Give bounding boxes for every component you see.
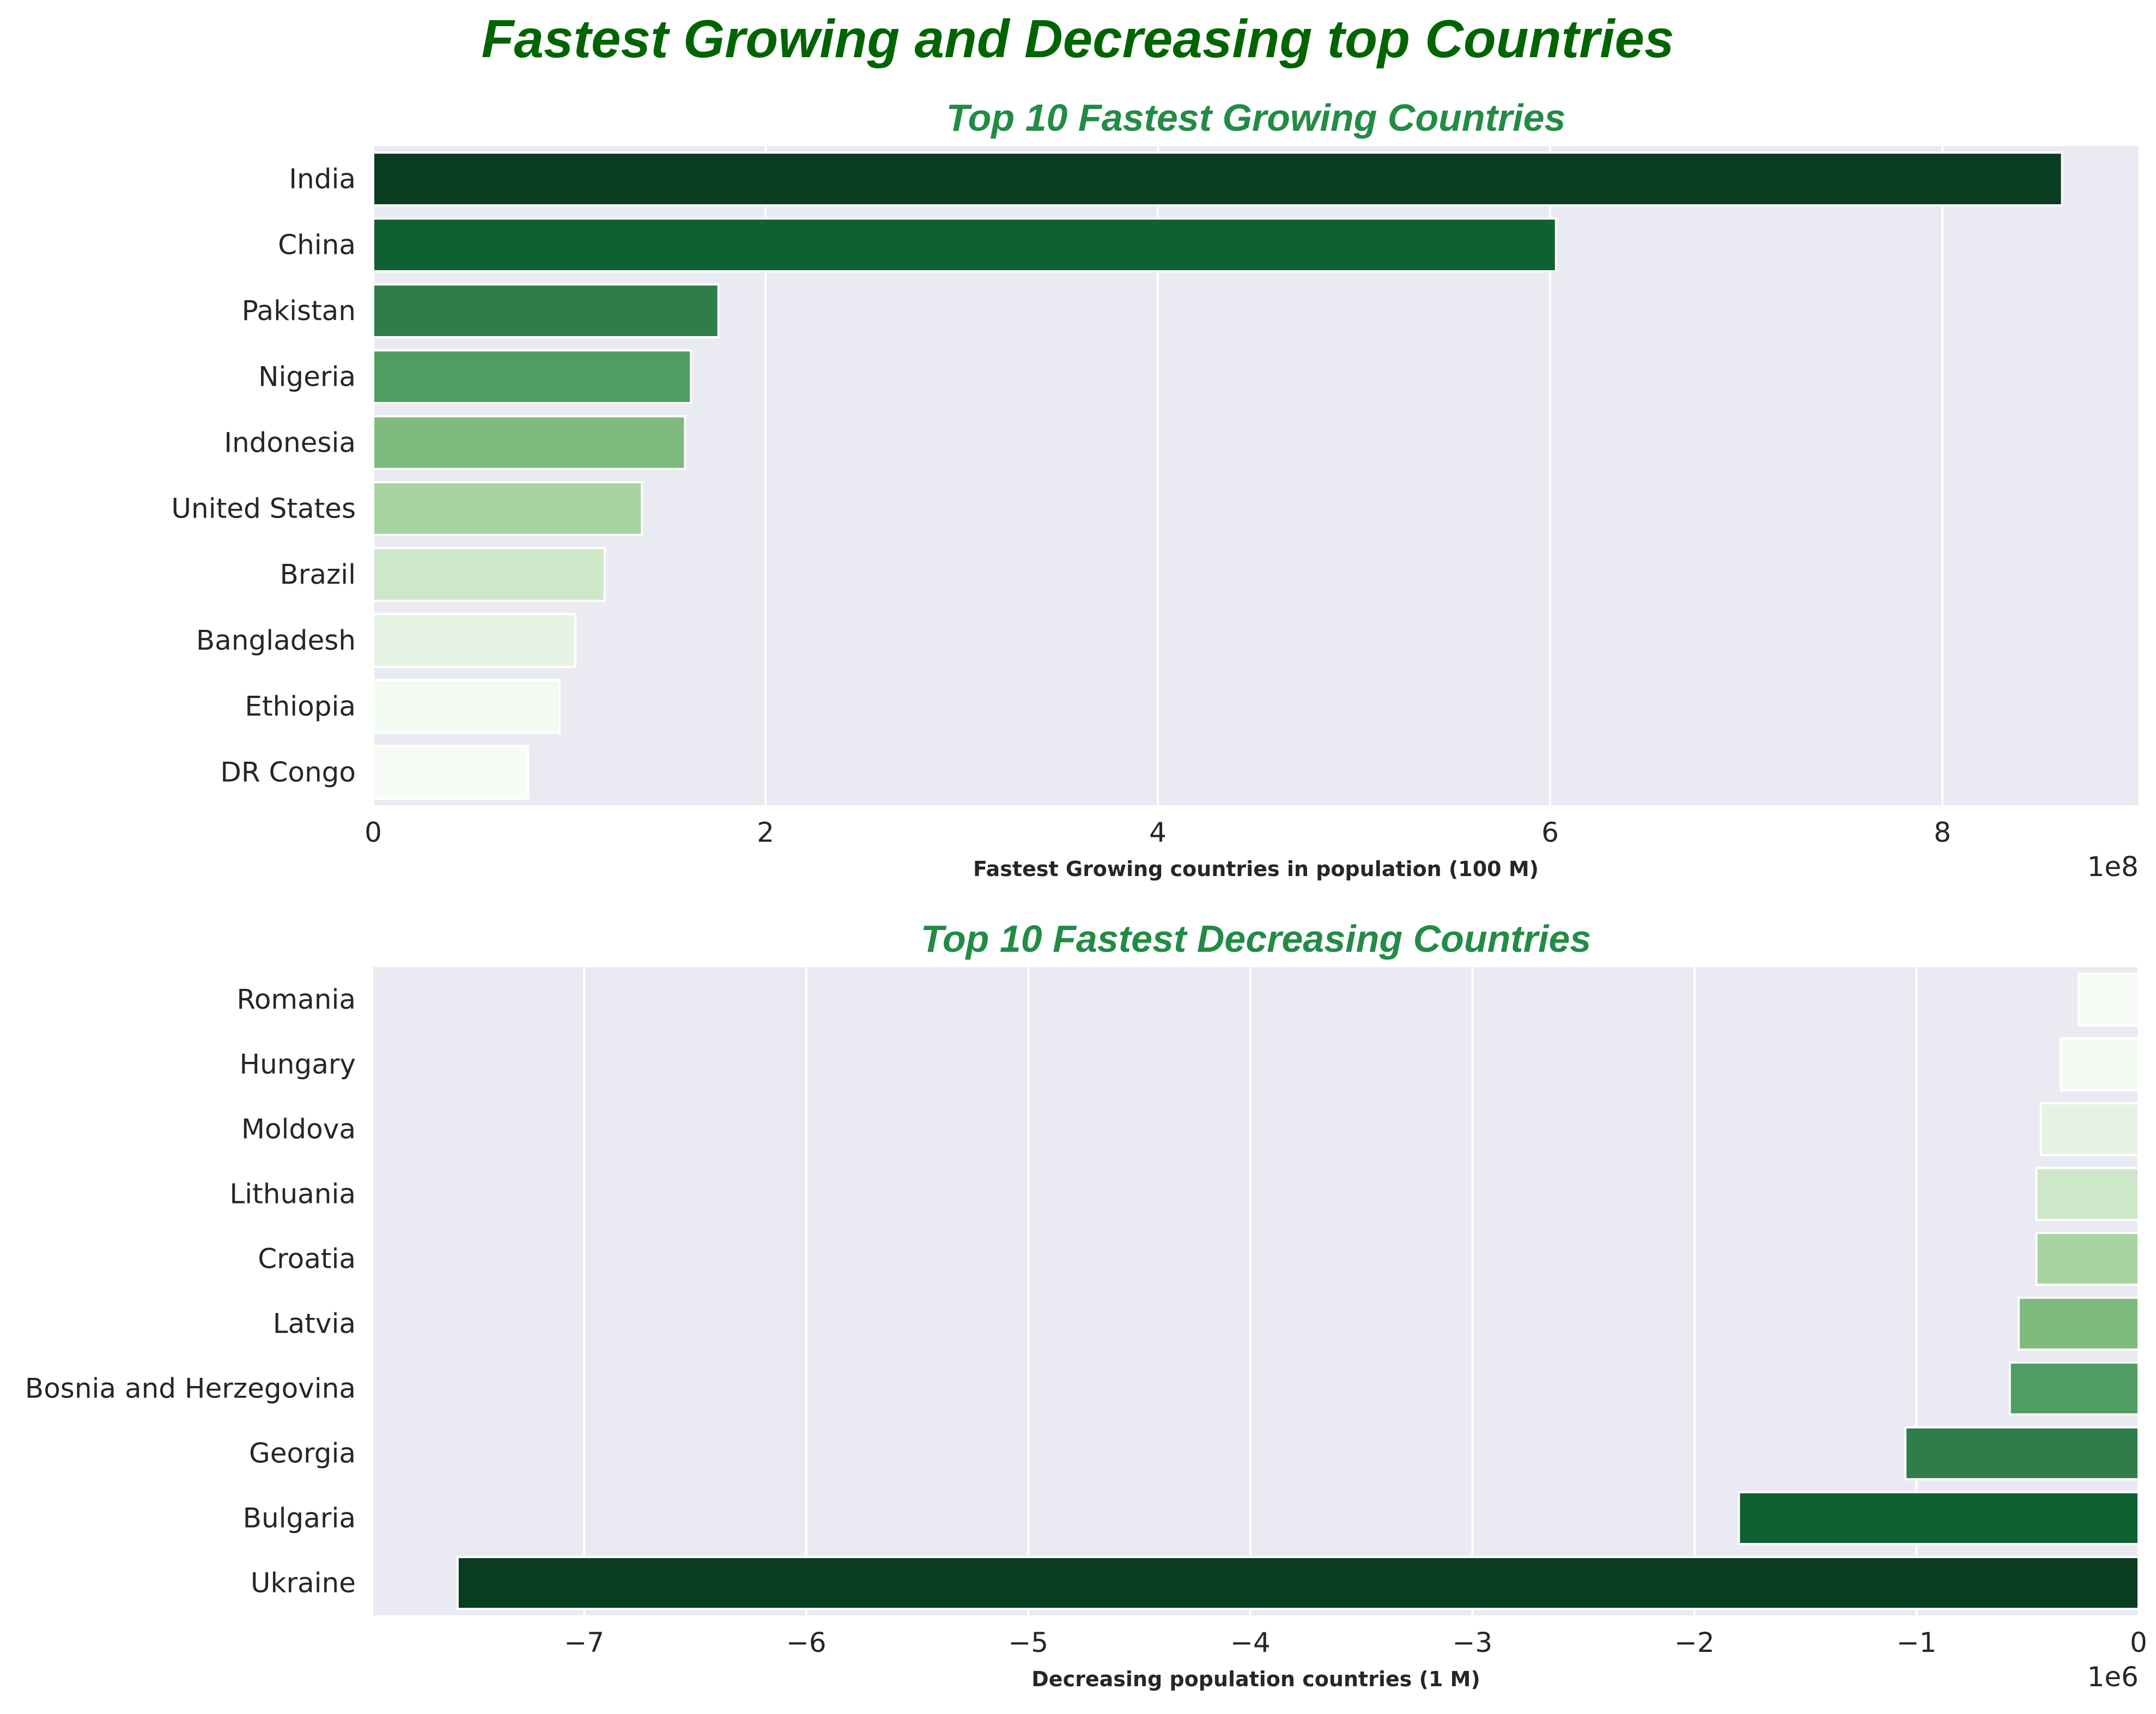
y-tick-label: Indonesia xyxy=(224,427,356,459)
x-tick-label: −1 xyxy=(1897,1627,1937,1658)
y-tick-label: Lithuania xyxy=(229,1178,356,1210)
x-offset-label: 1e6 xyxy=(2087,1661,2139,1693)
y-tick-label: Ethiopia xyxy=(245,691,356,722)
x-tick-label: 0 xyxy=(365,817,382,848)
y-tick-label: Ukraine xyxy=(251,1567,356,1599)
figure-title: Fastest Growing and Decreasing top Count… xyxy=(481,9,1674,69)
y-tick-label: United States xyxy=(171,493,356,525)
bar-china xyxy=(372,217,1557,272)
bar-united-states xyxy=(372,481,643,536)
y-tick-label: Bosnia and Herzegovina xyxy=(25,1373,356,1405)
x-tick-label: −7 xyxy=(564,1627,604,1658)
bar-ukraine xyxy=(456,1555,2140,1610)
y-tick-label: Nigeria xyxy=(258,361,356,393)
decreasing-countries-chart: Romania Hungary Moldova Lithuania Croatia Lat… xyxy=(25,917,2147,1693)
y-tick-label: China xyxy=(278,229,356,261)
x-tick-label: −5 xyxy=(1008,1627,1048,1658)
bar-india xyxy=(372,151,2063,206)
y-tick-label: Hungary xyxy=(239,1049,356,1080)
bar-nigeria xyxy=(372,349,693,404)
bar-brazil xyxy=(372,547,606,602)
x-tick-label: 2 xyxy=(757,817,774,848)
y-tick-label: Pakistan xyxy=(242,295,356,327)
chart-title: Top 10 Fastest Growing Countries xyxy=(946,96,1566,139)
bar-bulgaria xyxy=(1738,1491,2140,1546)
y-tick-label: Latvia xyxy=(273,1308,356,1340)
bar-moldova xyxy=(2039,1102,2140,1157)
x-tick-label: 6 xyxy=(1541,817,1559,848)
y-tick-label: Bulgaria xyxy=(243,1503,356,1534)
x-axis-label: Fastest Growing countries in population … xyxy=(973,857,1539,881)
chart-title: Top 10 Fastest Decreasing Countries xyxy=(921,917,1592,960)
x-tick-label: 8 xyxy=(1934,817,1951,848)
bar-croatia xyxy=(2035,1231,2140,1286)
x-tick-label: 4 xyxy=(1149,817,1167,848)
bar-georgia xyxy=(1904,1426,2140,1481)
bar-indonesia xyxy=(372,415,687,470)
bar-hungary xyxy=(2060,1037,2140,1092)
y-tick-label: Romania xyxy=(236,984,356,1016)
bar-lithuania xyxy=(2035,1166,2140,1221)
y-tick-label: Brazil xyxy=(280,559,356,591)
x-tick-label: −3 xyxy=(1452,1627,1492,1658)
y-tick-label: DR Congo xyxy=(220,757,356,788)
bar-bosnia-and-herzegovina xyxy=(2008,1361,2140,1416)
x-offset-label: 1e8 xyxy=(2087,851,2139,883)
bar-dr-congo xyxy=(372,745,530,800)
bar-bangladesh xyxy=(372,613,576,668)
bar-pakistan xyxy=(372,283,720,338)
x-tick-label: −6 xyxy=(786,1627,827,1658)
y-tick-label: Croatia xyxy=(258,1243,356,1275)
y-tick-label: India xyxy=(289,163,356,195)
x-axis-label: Decreasing population countries (1 M) xyxy=(1031,1667,1480,1691)
bar-ethiopia xyxy=(372,679,561,734)
y-tick-label: Bangladesh xyxy=(196,625,356,657)
y-tick-label: Moldova xyxy=(241,1114,356,1145)
growing-countries-chart: India China Pakistan Nigeria Indonesia United… xyxy=(171,96,2139,883)
y-tick-label: Georgia xyxy=(249,1438,356,1469)
x-tick-label: 0 xyxy=(2130,1627,2147,1658)
bar-romania xyxy=(2077,972,2140,1027)
x-tick-label: −4 xyxy=(1230,1627,1271,1658)
x-tick-label: −2 xyxy=(1674,1627,1715,1658)
bar-latvia xyxy=(2017,1296,2140,1351)
